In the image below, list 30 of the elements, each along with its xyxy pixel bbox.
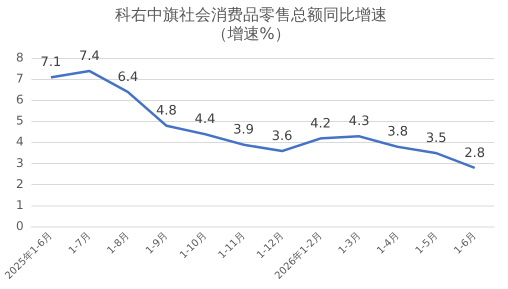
y-tick-label: 6 [16,92,24,107]
y-tick-label: 1 [16,198,24,212]
y-tick-label: 2 [16,176,24,191]
data-label: 4.3 [348,114,370,130]
data-label: 3.6 [272,128,292,144]
x-tick-label: 1-5月 [414,230,440,257]
x-tick-label: 1-8月 [106,230,132,257]
data-label: 6.4 [118,70,138,85]
x-tick-label: 1-7月 [66,230,94,257]
x-tick-label: 1-9月 [144,230,170,257]
data-label: 4.4 [194,112,216,128]
y-tick-label: 0 [16,218,24,233]
y-tick-label: 3 [16,156,24,170]
y-tick-label: 8 [16,50,24,65]
data-label: 3.8 [387,124,408,140]
y-tick-label: 5 [16,114,24,128]
x-tick-label: 1-6月 [452,230,479,257]
chart-title: 科右中旗社会消费品零售总额同比增速 [115,4,387,24]
data-label: 4.2 [310,116,331,132]
data-label: 3.5 [426,131,447,146]
x-tick-label: 1-4月 [375,230,402,257]
y-tick-label: 7 [16,72,24,86]
x-tick-label: 1-3月 [336,230,364,257]
data-label: 3.9 [233,122,254,138]
data-label: 4.8 [156,104,177,119]
data-label: 7.1 [40,55,62,70]
data-label: 2.8 [464,146,486,161]
data-label: 7.4 [79,48,100,64]
chart-subtitle: （增速%） [211,24,291,43]
y-tick-label: 4 [16,134,24,149]
